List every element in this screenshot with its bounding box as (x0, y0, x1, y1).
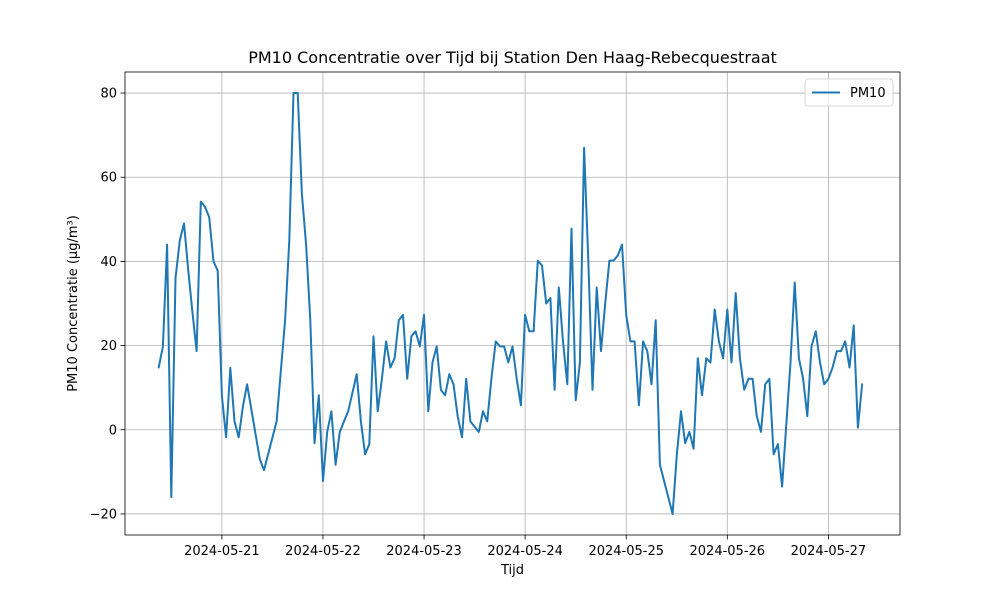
series-line-pm10 (157, 92, 864, 515)
x-tick-label: 2024-05-27 (791, 544, 867, 559)
y-tick-label: 0 (109, 423, 117, 438)
x-tick-label: 2024-05-25 (588, 544, 664, 559)
y-tick-label: 60 (100, 171, 117, 186)
x-tick-label: 2024-05-26 (690, 544, 766, 559)
x-axis-label: Tijd (500, 563, 524, 578)
x-tick-label: 2024-05-22 (285, 544, 361, 559)
x-tick-label: 2024-05-24 (487, 544, 563, 559)
legend-box (804, 78, 894, 107)
legend-label-pm10: PM10 (850, 86, 886, 101)
plot-frame (124, 71, 901, 536)
y-tick-label: 20 (100, 339, 117, 354)
series-lines (157, 92, 864, 515)
chart-title: PM10 Concentratie over Tijd bij Station … (248, 48, 777, 67)
legend: PM10 (804, 78, 894, 107)
y-axis-label: PM10 Concentratie (µg/m³) (66, 215, 81, 392)
y-tick-label: −20 (90, 507, 117, 522)
y-tick-label: 80 (100, 87, 117, 102)
y-tick-label: 40 (100, 255, 117, 270)
x-tick-label: 2024-05-23 (386, 544, 462, 559)
x-tick-label: 2024-05-21 (184, 544, 260, 559)
axis-ticks: 2024-05-21 2024-05-22 2024-05-23 2024-05-24… (90, 87, 867, 559)
